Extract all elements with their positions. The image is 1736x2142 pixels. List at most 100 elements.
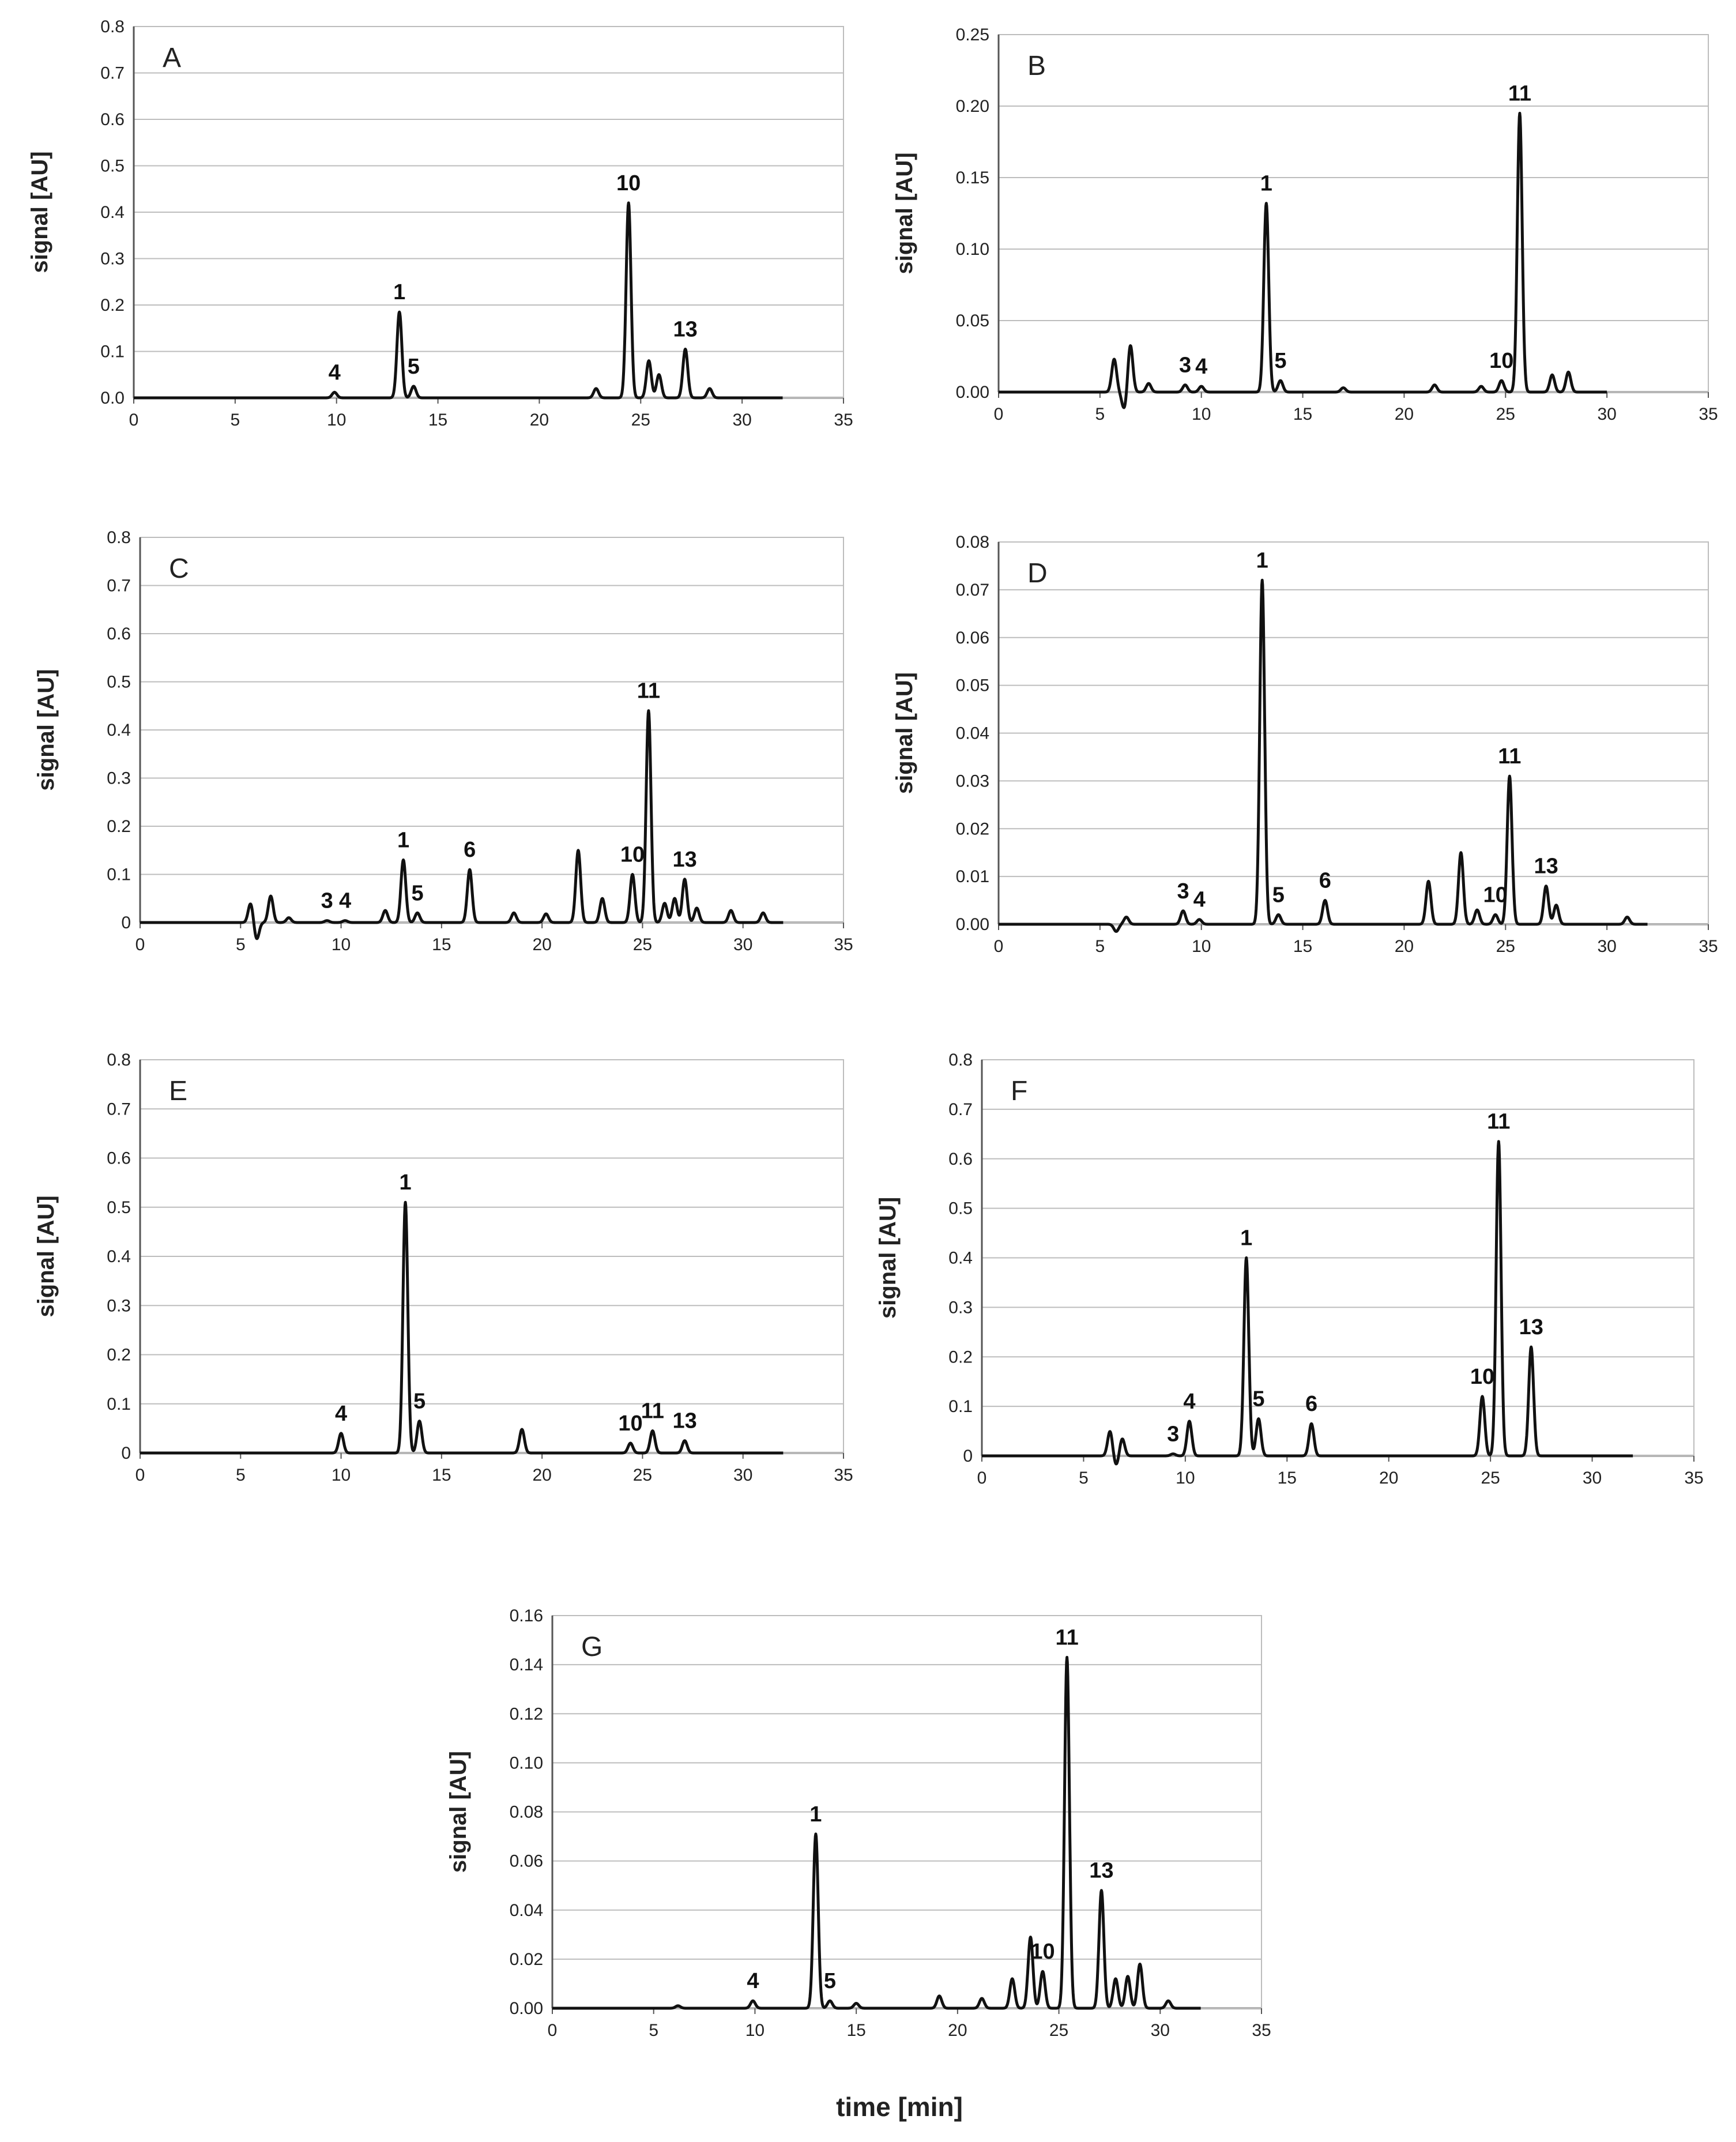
- panel-a: 0.00.10.20.30.40.50.60.70.80 5 10 15 20 25 30 3…: [27, 17, 853, 430]
- x-tick-label: 20: [1395, 937, 1414, 956]
- x-tick-label: 10: [1192, 405, 1211, 424]
- y-tick-label: 0.10: [510, 1753, 543, 1772]
- y-axis-title: signal [AU]: [875, 1197, 901, 1319]
- peak-label-11: 11: [1498, 744, 1521, 769]
- x-tick-label: 5: [1095, 937, 1105, 956]
- panel-label-g: G: [581, 1632, 602, 1662]
- y-tick-label: 0.5: [948, 1199, 973, 1218]
- y-axis-title: signal [AU]: [892, 672, 917, 794]
- x-tick-label: 10: [327, 411, 346, 430]
- y-tick-label: 0.7: [107, 577, 131, 596]
- y-tick-label: 0.05: [956, 311, 989, 330]
- x-tick-label: 30: [732, 411, 751, 430]
- y-tick-label: 0.02: [510, 1950, 543, 1969]
- x-tick-label: 0: [994, 937, 1004, 956]
- y-axis-title: signal [AU]: [27, 151, 52, 273]
- x-tick-label: 30: [1583, 1469, 1602, 1488]
- x-tick-label: 15: [846, 2021, 865, 2040]
- y-tick-label: 0.8: [948, 1051, 973, 1070]
- y-tick-label: 0.05: [956, 676, 989, 695]
- y-tick-label: 0.4: [948, 1249, 973, 1268]
- x-tick-label: 10: [332, 1466, 351, 1485]
- x-tick-label: 5: [649, 2021, 658, 2040]
- y-tick-label: 0.5: [100, 157, 125, 176]
- y-tick-label: 0.7: [107, 1100, 131, 1119]
- x-tick-label: 20: [1395, 405, 1414, 424]
- peak-label-5: 5: [413, 1390, 425, 1414]
- peak-label-4: 4: [1195, 355, 1207, 379]
- peak-label-1: 1: [397, 828, 409, 852]
- chromatogram-trace-f: [981, 1140, 1634, 1466]
- panel-label-e: E: [169, 1076, 187, 1106]
- peak-label-10: 10: [1489, 349, 1513, 373]
- peak-label-5: 5: [1272, 883, 1285, 907]
- panel-label-a: A: [163, 43, 181, 73]
- y-tick-label: 0.07: [956, 581, 989, 600]
- y-tick-label: 0.04: [510, 1901, 543, 1920]
- x-tick-label: 25: [1481, 1469, 1500, 1488]
- y-tick-label: 0.15: [956, 168, 989, 187]
- peak-label-5: 5: [408, 355, 420, 379]
- panels: 0.00.10.20.30.40.50.60.70.80 5 10 15 20 25 30 3…: [27, 17, 1718, 2040]
- y-tick-label: 0.01: [956, 867, 989, 886]
- y-axis-title: signal [AU]: [446, 1751, 471, 1873]
- y-tick-label: 0.0: [100, 389, 125, 408]
- peak-label-1: 1: [809, 1802, 822, 1827]
- chromatogram-trace-a: [133, 201, 784, 400]
- x-tick-label: 20: [532, 935, 551, 954]
- x-tick-label: 25: [1496, 937, 1515, 956]
- y-tick-label: 0: [121, 1444, 131, 1463]
- x-tick-label: 15: [432, 935, 451, 954]
- peak-label-11: 11: [641, 1399, 664, 1424]
- peak-label-10: 10: [618, 1411, 642, 1436]
- chromatogram-trace-g: [551, 1655, 1202, 2010]
- peak-label-3: 3: [321, 889, 333, 913]
- x-tick-label: 30: [1597, 937, 1616, 956]
- peak-label-5: 5: [411, 881, 423, 905]
- peak-label-10: 10: [1483, 883, 1508, 907]
- x-tick-label: 20: [1379, 1469, 1398, 1488]
- peak-label-10: 10: [1030, 1940, 1055, 1964]
- peak-label-4: 4: [329, 360, 341, 385]
- peak-label-1: 1: [1240, 1226, 1252, 1251]
- y-tick-label: 0.16: [510, 1606, 543, 1625]
- x-tick-label: 30: [1151, 2021, 1170, 2040]
- x-tick-label: 35: [834, 411, 853, 430]
- x-tick-label: 35: [1684, 1469, 1703, 1488]
- y-tick-label: 0.25: [956, 25, 989, 44]
- x-tick-label: 35: [1252, 2021, 1271, 2040]
- peak-label-3: 3: [1179, 353, 1191, 378]
- peak-label-4: 4: [1193, 888, 1206, 912]
- x-tick-label: 25: [1496, 405, 1515, 424]
- peak-label-13: 13: [672, 1409, 696, 1433]
- panel-label-b: B: [1027, 51, 1046, 81]
- y-tick-label: 0.12: [510, 1704, 543, 1723]
- panel-d: 0.00 0.01 0.02 0.03 0.04 0.05 0.06 0.07 0.08 0 5 10…: [892, 533, 1718, 956]
- peak-label-3: 3: [1177, 879, 1189, 904]
- peak-label-13: 13: [1534, 854, 1558, 879]
- y-tick-label: 0.10: [956, 240, 989, 259]
- chromatogram-trace-e: [139, 1200, 785, 1455]
- y-tick-label: 0.06: [510, 1852, 543, 1871]
- x-tick-label: 0: [994, 405, 1004, 424]
- x-tick-label: 15: [428, 411, 447, 430]
- y-tick-label: 0.06: [956, 628, 989, 648]
- x-tick-label: 35: [1699, 405, 1718, 424]
- y-tick-label: 0.20: [956, 97, 989, 116]
- x-tick-label: 0: [548, 2021, 558, 2040]
- y-tick-label: 0.3: [107, 1296, 131, 1315]
- x-tick-label: 15: [1278, 1469, 1297, 1488]
- y-tick-label: 0.03: [956, 771, 989, 790]
- x-tick-label: 5: [236, 1466, 246, 1485]
- chromatogram-trace-d: [997, 578, 1649, 933]
- peak-label-11: 11: [637, 679, 660, 703]
- y-tick-label: 0.00: [510, 1999, 543, 2018]
- y-tick-label: 0.02: [956, 819, 989, 838]
- x-tick-label: 0: [135, 935, 145, 954]
- x-tick-label: 25: [1049, 2021, 1068, 2040]
- y-tick-label: 0.8: [107, 1051, 131, 1070]
- peak-label-13: 13: [672, 848, 696, 872]
- y-tick-label: 0.6: [100, 110, 125, 129]
- peak-label-3: 3: [1167, 1422, 1179, 1447]
